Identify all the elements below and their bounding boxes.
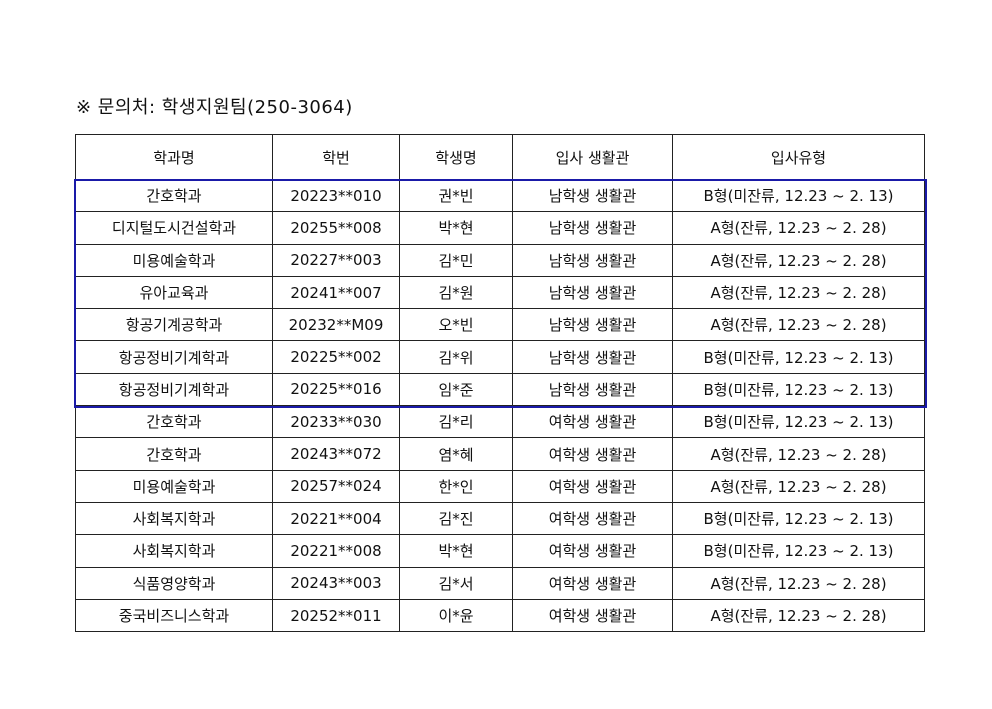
table-row: 항공정비기계학과 20225**002 김*위 남학생 생활관 B형(미잔류, 12.2… xyxy=(75,340,925,374)
student-id-cell: 20221**008 xyxy=(272,534,400,568)
student-name-cell: 김*위 xyxy=(399,340,513,374)
student-name-cell: 김*리 xyxy=(399,405,513,439)
stay-type-cell: A형(잔류, 12.23 ~ 2. 28) xyxy=(672,566,925,600)
student-id-cell: 20221**004 xyxy=(272,501,400,536)
table-row: 항공정비기계학과 20225**016 임*준 남학생 생활관 B형(미잔류, 12.2… xyxy=(75,372,925,407)
contact-title: ※ 문의처: 학생지원팀(250-3064) xyxy=(76,97,353,118)
table-header-row: 학과명 학번 학생명 입사 생활관 입사유형 xyxy=(75,134,925,180)
stay-type-cell: A형(잔류, 12.23 ~ 2. 28) xyxy=(672,437,925,471)
student-id-cell: 20225**002 xyxy=(272,340,400,374)
student-id-cell: 20241**007 xyxy=(272,275,400,310)
dormitory-cell: 남학생 생활관 xyxy=(512,308,673,342)
department-cell: 간호학과 xyxy=(75,405,273,439)
column-header: 입사유형 xyxy=(672,134,925,180)
table-row: 사회복지학과 20221**004 김*진 여학생 생활관 B형(미잔류, 12.23 … xyxy=(75,501,925,536)
student-name-cell: 임*준 xyxy=(399,372,513,407)
department-cell: 항공기계공학과 xyxy=(75,308,273,342)
table-row: 유아교육과 20241**007 김*원 남학생 생활관 A형(잔류, 12.23 ~ … xyxy=(75,275,925,310)
student-id-cell: 20255**008 xyxy=(272,211,400,245)
dormitory-cell: 남학생 생활관 xyxy=(512,243,673,277)
dormitory-cell: 여학생 생활관 xyxy=(512,598,673,633)
student-id-cell: 20223**010 xyxy=(272,178,400,213)
student-id-cell: 20243**003 xyxy=(272,566,400,600)
department-cell: 항공정비기계학과 xyxy=(75,372,273,407)
student-id-cell: 20233**030 xyxy=(272,405,400,439)
dormitory-cell: 남학생 생활관 xyxy=(512,372,673,407)
student-name-cell: 김*서 xyxy=(399,566,513,600)
student-id-cell: 20257**024 xyxy=(272,469,400,503)
student-name-cell: 오*빈 xyxy=(399,308,513,342)
student-name-cell: 김*원 xyxy=(399,275,513,310)
table-row: 간호학과 20223**010 권*빈 남학생 생활관 B형(미잔류, 12.23 ~ … xyxy=(75,178,925,213)
dormitory-cell: 여학생 생활관 xyxy=(512,501,673,536)
column-header: 입사 생활관 xyxy=(512,134,673,180)
stay-type-cell: A형(잔류, 12.23 ~ 2. 28) xyxy=(672,308,925,342)
dormitory-cell: 여학생 생활관 xyxy=(512,534,673,568)
table-row: 사회복지학과 20221**008 박*현 여학생 생활관 B형(미잔류, 12.23 … xyxy=(75,534,925,568)
table-row: 간호학과 20233**030 김*리 여학생 생활관 B형(미잔류, 12.23 ~ … xyxy=(75,405,925,439)
department-cell: 중국비즈니스학과 xyxy=(75,598,273,633)
dormitory-cell: 남학생 생활관 xyxy=(512,275,673,310)
dormitory-cell: 여학생 생활관 xyxy=(512,437,673,471)
column-header: 학번 xyxy=(272,134,400,180)
department-cell: 미용예술학과 xyxy=(75,243,273,277)
table-row: 식품영양학과 20243**003 김*서 여학생 생활관 A형(잔류, 12.23 ~… xyxy=(75,566,925,600)
dormitory-cell: 여학생 생활관 xyxy=(512,469,673,503)
table-row: 미용예술학과 20257**024 한*인 여학생 생활관 A형(잔류, 12.23 ~… xyxy=(75,469,925,503)
student-id-cell: 20225**016 xyxy=(272,372,400,407)
student-name-cell: 권*빈 xyxy=(399,178,513,213)
dormitory-cell: 여학생 생활관 xyxy=(512,566,673,600)
student-id-cell: 20252**011 xyxy=(272,598,400,633)
table-row: 항공기계공학과 20232**M09 오*빈 남학생 생활관 A형(잔류, 12.23 … xyxy=(75,308,925,342)
department-cell: 디지털도시건설학과 xyxy=(75,211,273,245)
dormitory-cell: 남학생 생활관 xyxy=(512,340,673,374)
dormitory-cell: 여학생 생활관 xyxy=(512,405,673,439)
department-cell: 간호학과 xyxy=(75,178,273,213)
student-name-cell: 이*윤 xyxy=(399,598,513,633)
stay-type-cell: A형(잔류, 12.23 ~ 2. 28) xyxy=(672,598,925,633)
student-name-cell: 김*민 xyxy=(399,243,513,277)
table-row: 미용예술학과 20227**003 김*민 남학생 생활관 A형(잔류, 12.23 ~… xyxy=(75,243,925,277)
student-id-cell: 20243**072 xyxy=(272,437,400,471)
stay-type-cell: B형(미잔류, 12.23 ~ 2. 13) xyxy=(672,501,925,536)
table-row: 디지털도시건설학과 20255**008 박*현 남학생 생활관 A형(잔류, 12.2… xyxy=(75,211,925,245)
stay-type-cell: B형(미잔류, 12.23 ~ 2. 13) xyxy=(672,534,925,568)
department-cell: 간호학과 xyxy=(75,437,273,471)
department-cell: 식품영양학과 xyxy=(75,566,273,600)
dormitory-table: 학과명 학번 학생명 입사 생활관 입사유형 간호학과 20223**010 권*빈 남학생 … xyxy=(75,134,925,633)
student-name-cell: 박*현 xyxy=(399,534,513,568)
table-row: 간호학과 20243**072 염*혜 여학생 생활관 A형(잔류, 12.23 ~ 2… xyxy=(75,437,925,471)
stay-type-cell: B형(미잔류, 12.23 ~ 2. 13) xyxy=(672,405,925,439)
department-cell: 사회복지학과 xyxy=(75,501,273,536)
stay-type-cell: A형(잔류, 12.23 ~ 2. 28) xyxy=(672,469,925,503)
stay-type-cell: B형(미잔류, 12.23 ~ 2. 13) xyxy=(672,372,925,407)
student-name-cell: 김*진 xyxy=(399,501,513,536)
student-name-cell: 한*인 xyxy=(399,469,513,503)
stay-type-cell: A형(잔류, 12.23 ~ 2. 28) xyxy=(672,211,925,245)
student-id-cell: 20232**M09 xyxy=(272,308,400,342)
student-name-cell: 박*현 xyxy=(399,211,513,245)
column-header: 학과명 xyxy=(75,134,273,180)
student-name-cell: 염*혜 xyxy=(399,437,513,471)
department-cell: 사회복지학과 xyxy=(75,534,273,568)
department-cell: 유아교육과 xyxy=(75,275,273,310)
stay-type-cell: A형(잔류, 12.23 ~ 2. 28) xyxy=(672,243,925,277)
dormitory-cell: 남학생 생활관 xyxy=(512,178,673,213)
stay-type-cell: A형(잔류, 12.23 ~ 2. 28) xyxy=(672,275,925,310)
table-row: 중국비즈니스학과 20252**011 이*윤 여학생 생활관 A형(잔류, 12.23… xyxy=(75,598,925,633)
column-header: 학생명 xyxy=(399,134,513,180)
dormitory-cell: 남학생 생활관 xyxy=(512,211,673,245)
department-cell: 미용예술학과 xyxy=(75,469,273,503)
student-id-cell: 20227**003 xyxy=(272,243,400,277)
department-cell: 항공정비기계학과 xyxy=(75,340,273,374)
stay-type-cell: B형(미잔류, 12.23 ~ 2. 13) xyxy=(672,178,925,213)
stay-type-cell: B형(미잔류, 12.23 ~ 2. 13) xyxy=(672,340,925,374)
